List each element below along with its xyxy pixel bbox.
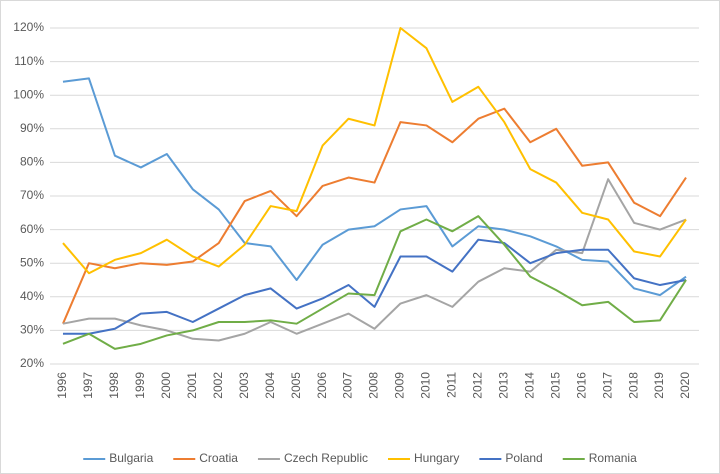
y-tick-label: 100% — [13, 87, 44, 101]
x-tick-label: 2016 — [574, 372, 588, 399]
x-tick-label: 2003 — [237, 372, 251, 399]
series-line — [62, 178, 687, 342]
y-tick-label: 50% — [20, 255, 44, 269]
x-tick-label: 2012 — [471, 372, 485, 399]
legend: Bulgaria Croatia Czech Republic Hungary Pola… — [83, 451, 637, 465]
x-tick-label: 2019 — [652, 372, 666, 399]
y-tick-label: 20% — [20, 356, 44, 370]
legend-label: Czech Republic — [284, 451, 368, 465]
series-line — [62, 77, 687, 297]
series-line — [62, 107, 687, 325]
x-tick-label: 2017 — [600, 372, 614, 399]
legend-label: Romania — [589, 451, 637, 465]
y-tick-label: 120% — [13, 20, 44, 34]
series-line — [62, 27, 687, 275]
legend-label: Bulgaria — [109, 451, 153, 465]
x-tick-label: 2010 — [419, 372, 433, 399]
y-tick-label: 110% — [14, 54, 44, 68]
x-tick-label: 2005 — [289, 372, 303, 399]
x-tick-label: 2001 — [185, 372, 199, 399]
y-tick-label: 70% — [20, 188, 44, 202]
x-tick-label: 1997 — [81, 372, 95, 399]
x-tick-label: 2015 — [548, 372, 562, 399]
series-line — [62, 238, 687, 335]
x-tick-label: 1999 — [133, 372, 147, 399]
y-tick-label: 40% — [20, 289, 44, 303]
series-line — [62, 215, 687, 350]
x-tick-label: 2004 — [263, 372, 277, 399]
x-tick-label: 1996 — [55, 372, 69, 399]
x-tick-label: 2002 — [211, 372, 225, 399]
x-tick-label: 2011 — [445, 372, 459, 398]
legend-label: Hungary — [414, 451, 459, 465]
y-tick-label: 30% — [20, 323, 44, 337]
y-tick-label: 60% — [20, 222, 44, 236]
x-tick-label: 1998 — [107, 372, 121, 399]
x-tick-label: 2018 — [626, 372, 640, 399]
y-tick-label: 90% — [20, 121, 44, 135]
x-tick-label: 2009 — [393, 372, 407, 399]
legend-label: Croatia — [199, 451, 238, 465]
x-tick-label: 2013 — [496, 372, 510, 399]
legend-label: Poland — [505, 451, 542, 465]
x-tick-label: 2006 — [315, 372, 329, 399]
x-tick-label: 2007 — [341, 372, 355, 399]
x-tick-label: 2008 — [367, 372, 381, 399]
x-tick-label: 2020 — [678, 372, 692, 399]
x-tick-label: 2014 — [522, 372, 536, 399]
x-tick-label: 2000 — [159, 372, 173, 399]
y-tick-label: 80% — [20, 155, 44, 169]
